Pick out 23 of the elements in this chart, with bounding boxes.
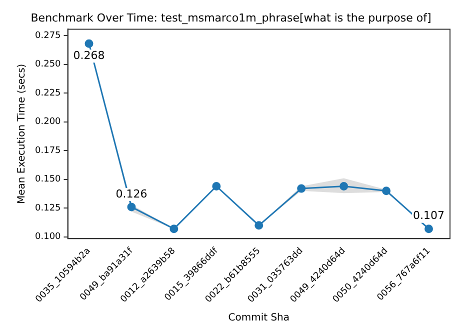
point xyxy=(212,182,221,191)
point xyxy=(340,182,348,191)
y-tick-label: 0.225 xyxy=(35,88,61,98)
y-tick-label: 0.175 xyxy=(35,146,61,156)
point xyxy=(84,39,94,48)
y-axis-title: Mean Execution Time (secs) xyxy=(16,64,28,204)
y-tick-label: 0.250 xyxy=(35,60,62,70)
y-tick-label: 0.100 xyxy=(35,232,62,242)
data-label: 0.268 xyxy=(73,48,105,62)
y-tick-label: 0.150 xyxy=(35,174,62,185)
data-label: 0.126 xyxy=(116,187,148,200)
y-tick-label: 0.200 xyxy=(35,117,62,128)
point xyxy=(170,224,178,234)
chart-title: Benchmark Over Time: test_msmarco1m_phrase[what is the purpose of] xyxy=(30,11,432,24)
point xyxy=(424,224,434,234)
y-tick-label: 0.125 xyxy=(35,203,61,214)
point xyxy=(297,184,306,193)
data-label: 0.107 xyxy=(413,209,445,222)
x-axis-title: Commit Sha xyxy=(228,312,290,324)
point xyxy=(127,202,136,212)
point xyxy=(254,221,264,230)
y-tick-label: 0.275 xyxy=(35,30,61,41)
point xyxy=(382,186,391,196)
